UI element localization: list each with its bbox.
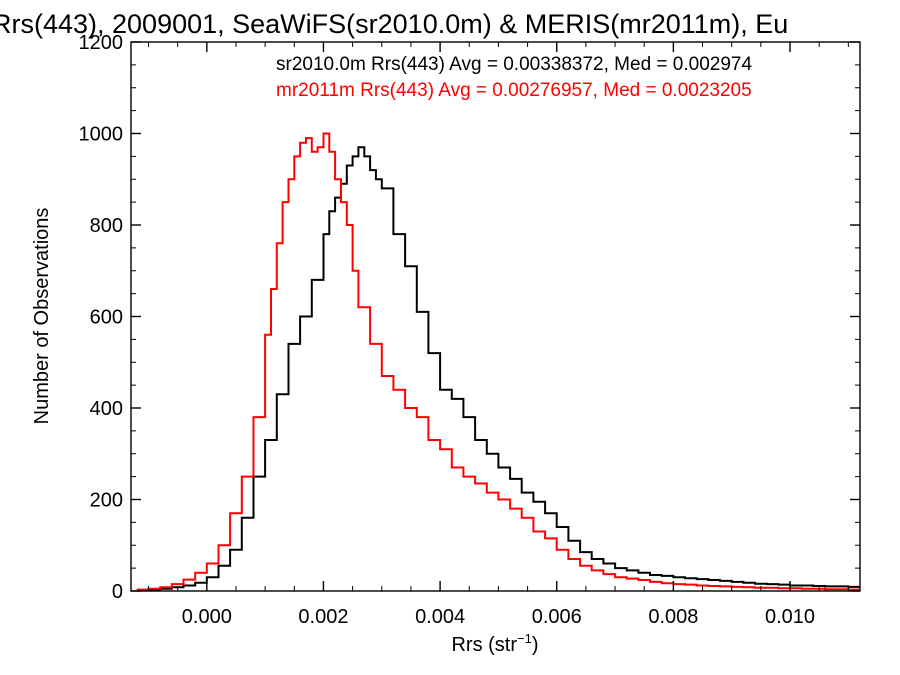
x-tick-label: 0.006: [532, 606, 582, 628]
y-tick-label: 1200: [79, 32, 124, 54]
y-tick-label: 400: [90, 398, 123, 420]
series-annotation-sr2010: sr2010.0m Rrs(443) Avg = 0.00338372, Med…: [276, 54, 752, 75]
x-tick-label: 0.010: [765, 606, 815, 628]
y-tick-label: 1000: [79, 124, 124, 146]
series-line-mr2011m: [136, 132, 860, 591]
y-tick-label: 800: [90, 215, 123, 237]
x-tick-label: 0.000: [182, 606, 232, 628]
x-tick-label: 0.002: [298, 606, 348, 628]
chart-title: Rrs(443), 2009001, SeaWiFS(sr2010.0m) & …: [0, 9, 788, 39]
x-axis-label: Rrs (str−1): [451, 631, 538, 656]
y-tick-label: 0: [112, 581, 123, 603]
series-layer: [136, 132, 860, 592]
x-tick-label: 0.008: [648, 606, 698, 628]
series-line-sr2010.0m: [136, 146, 860, 592]
ticks-layer: 0.000 0.002 0.004 0.006 0.008 0.010 0 200 400 600…: [79, 32, 860, 628]
y-axis-label: Number of Observations: [31, 208, 53, 425]
x-tick-label: 0.004: [415, 606, 465, 628]
y-tick-label: 200: [90, 490, 123, 512]
series-annotation-mr2011: mr2011m Rrs(443) Avg = 0.00276957, Med =…: [276, 80, 752, 101]
y-tick-label: 600: [90, 307, 123, 329]
